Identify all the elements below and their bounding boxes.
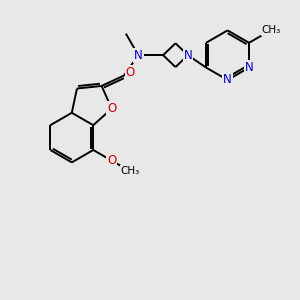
Text: O: O xyxy=(107,102,116,115)
Text: O: O xyxy=(107,154,116,167)
Text: N: N xyxy=(134,49,143,62)
Text: CH₃: CH₃ xyxy=(262,25,281,35)
Text: O: O xyxy=(125,66,135,79)
Text: N: N xyxy=(245,61,254,74)
Text: N: N xyxy=(223,74,232,86)
Text: CH₃: CH₃ xyxy=(121,166,140,176)
Text: N: N xyxy=(184,49,192,62)
